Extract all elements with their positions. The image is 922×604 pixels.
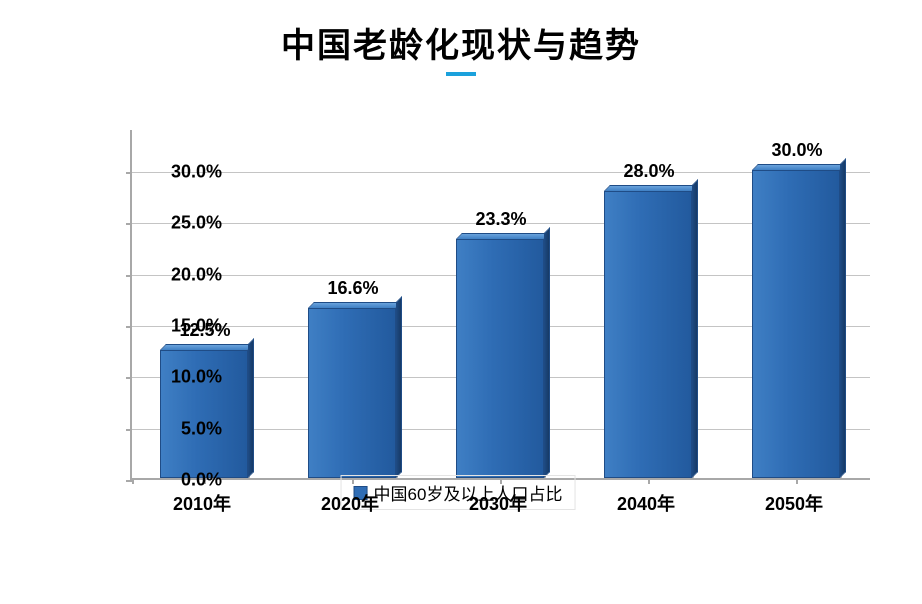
x-tick-label: 2050年 <box>724 490 864 516</box>
bar <box>604 191 692 478</box>
value-label: 30.0% <box>737 140 857 161</box>
x-tick-label: 2020年 <box>280 490 420 516</box>
bar <box>752 170 840 478</box>
y-tickmark <box>126 429 132 431</box>
y-tick-label: 0.0% <box>142 470 222 491</box>
y-tick-label: 10.0% <box>142 367 222 388</box>
value-label: 23.3% <box>441 209 561 230</box>
x-tick-label: 2040年 <box>576 490 716 516</box>
y-tickmark <box>126 172 132 174</box>
value-label: 16.6% <box>293 278 413 299</box>
y-tickmark <box>126 326 132 328</box>
title-underline <box>446 72 476 76</box>
bar <box>456 239 544 478</box>
y-tick-label: 30.0% <box>142 162 222 183</box>
page-title: 中国老龄化现状与趋势 <box>0 18 922 67</box>
x-tick-label: 2030年 <box>428 490 568 516</box>
y-tickmark <box>126 223 132 225</box>
x-tick-label: 2010年 <box>132 490 272 516</box>
page: 中国老龄化现状与趋势 中国60岁及以上人口占比 0.0%5.0%10.0%15.… <box>0 0 922 604</box>
x-tickmark <box>132 478 134 484</box>
x-tickmark <box>796 478 798 484</box>
y-tick-label: 20.0% <box>142 264 222 285</box>
value-label: 12.5% <box>145 320 265 341</box>
y-tick-label: 5.0% <box>142 418 222 439</box>
value-label: 28.0% <box>589 161 709 182</box>
plot-area <box>130 130 870 480</box>
x-tickmark <box>648 478 650 484</box>
y-tick-label: 25.0% <box>142 213 222 234</box>
bar <box>308 308 396 478</box>
y-tickmark <box>126 275 132 277</box>
aging-bar-chart: 中国60岁及以上人口占比 0.0%5.0%10.0%15.0%20.0%25.0… <box>40 110 876 510</box>
y-tickmark <box>126 377 132 379</box>
